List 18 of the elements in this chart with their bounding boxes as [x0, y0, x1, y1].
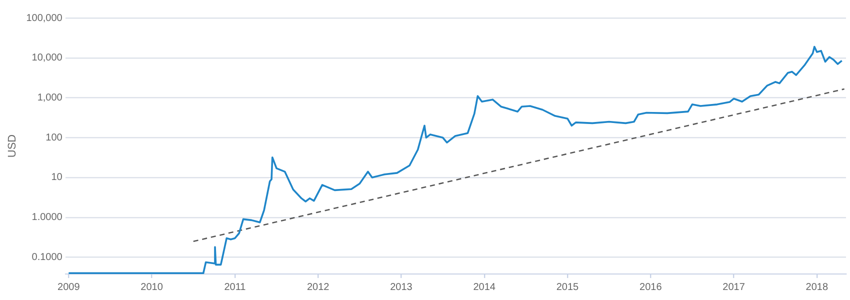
x-tick-label: 2018: [806, 282, 828, 293]
y-tick-label: 10,000: [32, 52, 63, 64]
x-tick-label: 2017: [722, 282, 746, 293]
x-tick-label: 2013: [390, 282, 413, 293]
y-tick-label: 10: [51, 172, 63, 184]
x-tick-label: 2009: [58, 282, 80, 293]
x-tick-label: 2015: [556, 282, 580, 293]
x-tick-label: 2011: [224, 282, 246, 293]
y-tick-label: 1.0000: [32, 212, 63, 224]
x-tick-label: 2012: [306, 282, 330, 293]
x-tick-label: 2010: [140, 282, 164, 293]
y-tick-label: 100: [46, 132, 63, 144]
y-tick-label: 1,000: [37, 92, 63, 104]
x-tick-label: 2016: [640, 282, 662, 293]
y-tick-label: 100,000: [26, 12, 63, 24]
x-tick-label: 2014: [473, 282, 496, 293]
y-tick-label: 0.1000: [32, 252, 63, 263]
y-axis-title: USD: [6, 134, 19, 158]
